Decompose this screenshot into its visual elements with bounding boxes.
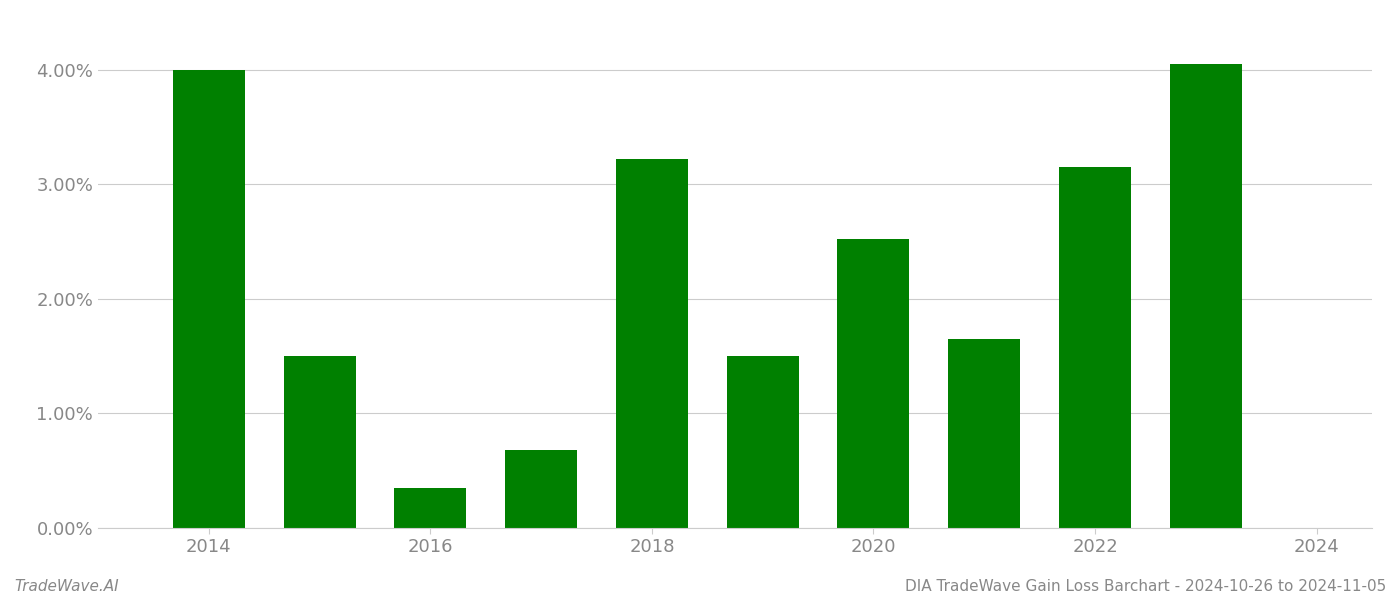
- Text: TradeWave.AI: TradeWave.AI: [14, 579, 119, 594]
- Bar: [505, 450, 577, 528]
- Text: DIA TradeWave Gain Loss Barchart - 2024-10-26 to 2024-11-05: DIA TradeWave Gain Loss Barchart - 2024-…: [904, 579, 1386, 594]
- Bar: [395, 488, 466, 528]
- Bar: [616, 159, 687, 528]
- Bar: [1058, 167, 1131, 528]
- Bar: [837, 239, 910, 528]
- Bar: [284, 356, 356, 528]
- Bar: [948, 339, 1021, 528]
- Bar: [1170, 64, 1242, 528]
- Bar: [727, 356, 799, 528]
- Bar: [172, 70, 245, 528]
